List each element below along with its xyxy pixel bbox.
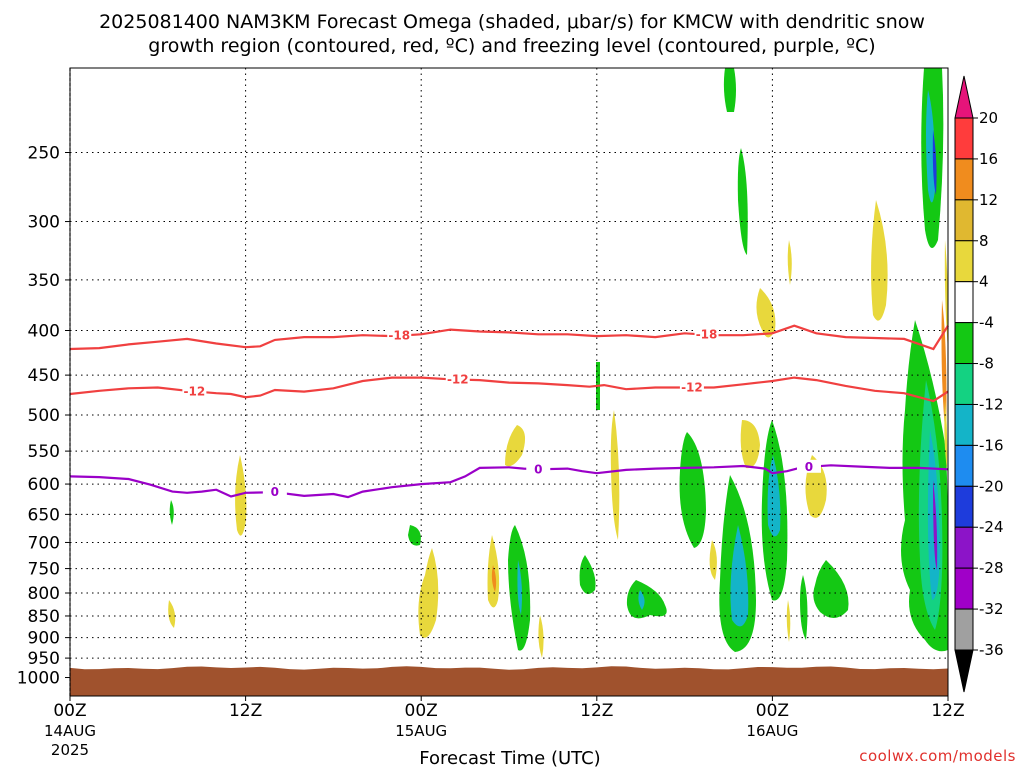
y-tick-label: 500 — [28, 406, 60, 426]
colorbar: 20 16 12 8 4 -4 -8 -12 -16 -20 -24 -28 -32 -36 — [955, 76, 1004, 692]
x-tick-year: 2025 — [51, 741, 89, 759]
colorbar-label: 12 — [979, 191, 998, 209]
x-tick-label: 12Z — [229, 701, 262, 721]
y-tick-label: 700 — [28, 533, 60, 553]
colorbar-swatch — [955, 241, 973, 282]
contour-label: 0 — [271, 485, 279, 499]
colorbar-swatch — [955, 323, 973, 364]
x-tick-label: 12Z — [931, 701, 964, 721]
colorbar-label: -28 — [979, 559, 1004, 577]
contour-label: -12 — [681, 381, 703, 395]
y-tick-label: 1000 — [17, 669, 60, 689]
contour-label: 0 — [805, 460, 813, 474]
x-axis-title: Forecast Time (UTC) — [419, 748, 600, 768]
colorbar-swatch — [955, 364, 973, 405]
y-tick-label: 450 — [28, 366, 60, 386]
y-tick-label: 350 — [28, 271, 60, 291]
colorbar-swatch — [955, 200, 973, 241]
y-tick-label: 950 — [28, 649, 60, 669]
contour-label: -18 — [696, 328, 718, 342]
chart-title-line1: 2025081400 NAM3KM Forecast Omega (shaded… — [99, 11, 925, 33]
y-tick-label: 650 — [28, 505, 60, 525]
y-tick-label: 300 — [28, 213, 60, 233]
colorbar-swatch — [955, 282, 973, 323]
x-tick-date: 15AUG — [395, 722, 447, 740]
x-tick-date: 16AUG — [746, 722, 798, 740]
x-tick-date: 14AUG — [44, 722, 96, 740]
y-tick-label: 250 — [28, 144, 60, 164]
x-tick-label: 00Z — [53, 701, 86, 721]
y-tick-label: 850 — [28, 607, 60, 627]
contour-label: -12 — [184, 384, 206, 398]
contour-label: -18 — [388, 329, 410, 343]
y-axis: 2503003504004505005506006507007508008509… — [17, 144, 70, 689]
y-tick-label: 600 — [28, 475, 60, 495]
colorbar-swatch — [955, 445, 973, 486]
credit-text: coolwx.com/models — [859, 747, 1016, 765]
y-tick-label: 800 — [28, 584, 60, 604]
colorbar-swatch — [955, 159, 973, 200]
x-tick-label: 12Z — [580, 701, 613, 721]
colorbar-over-arrow — [955, 76, 973, 118]
colorbar-label: 8 — [979, 232, 989, 250]
colorbar-swatch — [955, 527, 973, 568]
x-tick-label: 00Z — [756, 701, 789, 721]
colorbar-swatch — [955, 568, 973, 609]
colorbar-label: -12 — [979, 395, 1004, 413]
colorbar-under-arrow — [955, 650, 973, 692]
colorbar-label: -20 — [979, 477, 1004, 495]
contour-label: 0 — [534, 462, 542, 476]
colorbar-label: 4 — [979, 273, 989, 291]
chart-title-line2: growth region (contoured, red, ºC) and f… — [148, 35, 875, 57]
colorbar-swatch — [955, 609, 973, 650]
x-tick-label: 00Z — [405, 701, 438, 721]
colorbar-swatch — [955, 486, 973, 527]
colorbar-label: 16 — [979, 150, 998, 168]
ground-surface — [70, 666, 948, 696]
colorbar-label: -24 — [979, 518, 1004, 536]
colorbar-label: -32 — [979, 600, 1004, 618]
colorbar-label: -16 — [979, 436, 1004, 454]
omega-region — [724, 68, 736, 112]
y-tick-label: 550 — [28, 442, 60, 462]
colorbar-label: -36 — [979, 641, 1004, 659]
contour-label: -12 — [447, 373, 469, 387]
colorbar-label: -4 — [979, 314, 994, 332]
colorbar-swatch — [955, 118, 973, 159]
y-tick-label: 750 — [28, 560, 60, 580]
colorbar-label: -8 — [979, 355, 994, 373]
colorbar-swatch — [955, 404, 973, 445]
y-tick-label: 900 — [28, 629, 60, 649]
colorbar-label: 20 — [979, 109, 998, 127]
y-tick-label: 400 — [28, 322, 60, 342]
